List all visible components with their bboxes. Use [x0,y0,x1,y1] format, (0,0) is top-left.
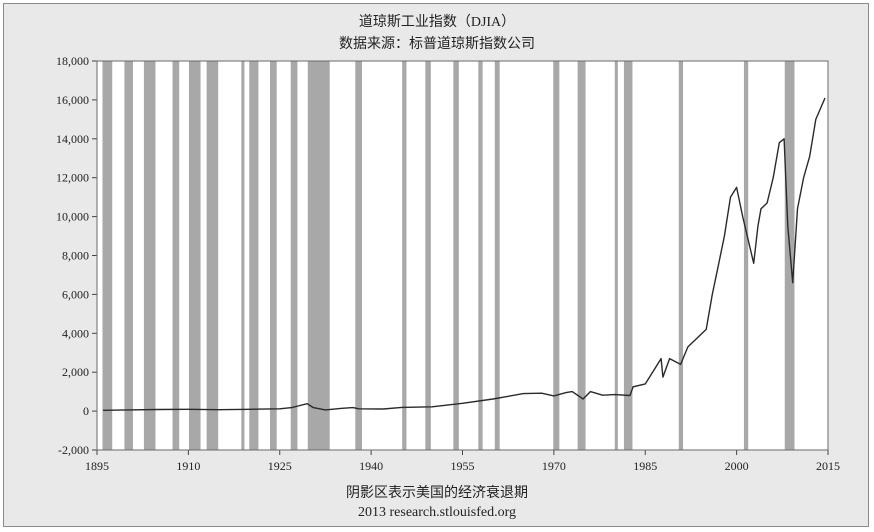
recession-band-17 [553,61,560,450]
x-tick-label: 1895 [85,459,109,473]
recession-band-22 [743,61,749,450]
source-note: 2013 research.stlouisfed.org [358,505,516,520]
x-axis-label: 阴影区表示美国的经济衰退期 [346,484,528,501]
recession-band-8 [270,61,277,450]
plot-border [96,60,829,451]
y-tick-label: 4,000 [62,326,89,340]
x-tick-label: 1970 [542,459,566,473]
chart-title: 道琼斯工业指数（DJIA） [359,14,515,30]
recession-band-7 [249,61,259,450]
x-tick-label: 1940 [359,459,383,473]
recession-band-20 [623,61,633,450]
recession-band-11 [355,61,362,450]
x-tick-label: 1985 [633,459,657,473]
x-tick-label: 2015 [816,459,840,473]
recession-band-21 [678,61,684,450]
djia-series-line [103,97,826,411]
recession-band-9 [290,61,298,450]
recession-band-16 [494,61,500,450]
recession-band-6 [241,61,245,450]
recession-band-18 [577,61,586,450]
y-tick-label: 8,000 [62,249,89,263]
x-tick-label: 2000 [725,459,749,473]
chart-subtitle: 数据来源：标普道琼斯指数公司 [339,36,535,52]
recession-band-13 [425,61,431,450]
x-tick-label: 1955 [451,459,475,473]
y-tick-label: 10,000 [56,210,89,224]
recession-shading [102,61,795,450]
recession-band-3 [172,61,180,450]
recession-band-0 [102,61,113,450]
y-axis: -2,000 0 2,000 4,000 6,000 8,000 10,000 12,000 1… [56,54,97,457]
y-tick-label: 14,000 [56,132,89,146]
recession-band-14 [453,61,459,450]
y-tick-label: 0 [83,404,89,418]
plot-area [96,60,829,451]
recession-band-1 [124,61,133,450]
recession-band-5 [206,61,219,450]
series-lines [103,97,826,411]
recession-band-23 [784,61,795,450]
x-tick-label: 1910 [176,459,200,473]
recession-band-4 [188,61,201,450]
recession-band-10 [307,61,330,450]
recession-band-2 [143,61,156,450]
y-tick-label: 12,000 [56,171,89,185]
x-tick-label: 1925 [268,459,292,473]
recession-band-12 [402,61,407,450]
recession-band-15 [478,61,483,450]
x-axis: 1895 1910 1925 1940 1955 1970 1985 2000 2015 [85,450,840,473]
y-tick-label: -2,000 [58,443,89,457]
y-tick-label: 2,000 [62,365,89,379]
y-tick-label: 18,000 [56,54,89,68]
recession-band-19 [614,61,618,450]
y-tick-label: 6,000 [62,287,89,301]
y-tick-label: 16,000 [56,93,89,107]
